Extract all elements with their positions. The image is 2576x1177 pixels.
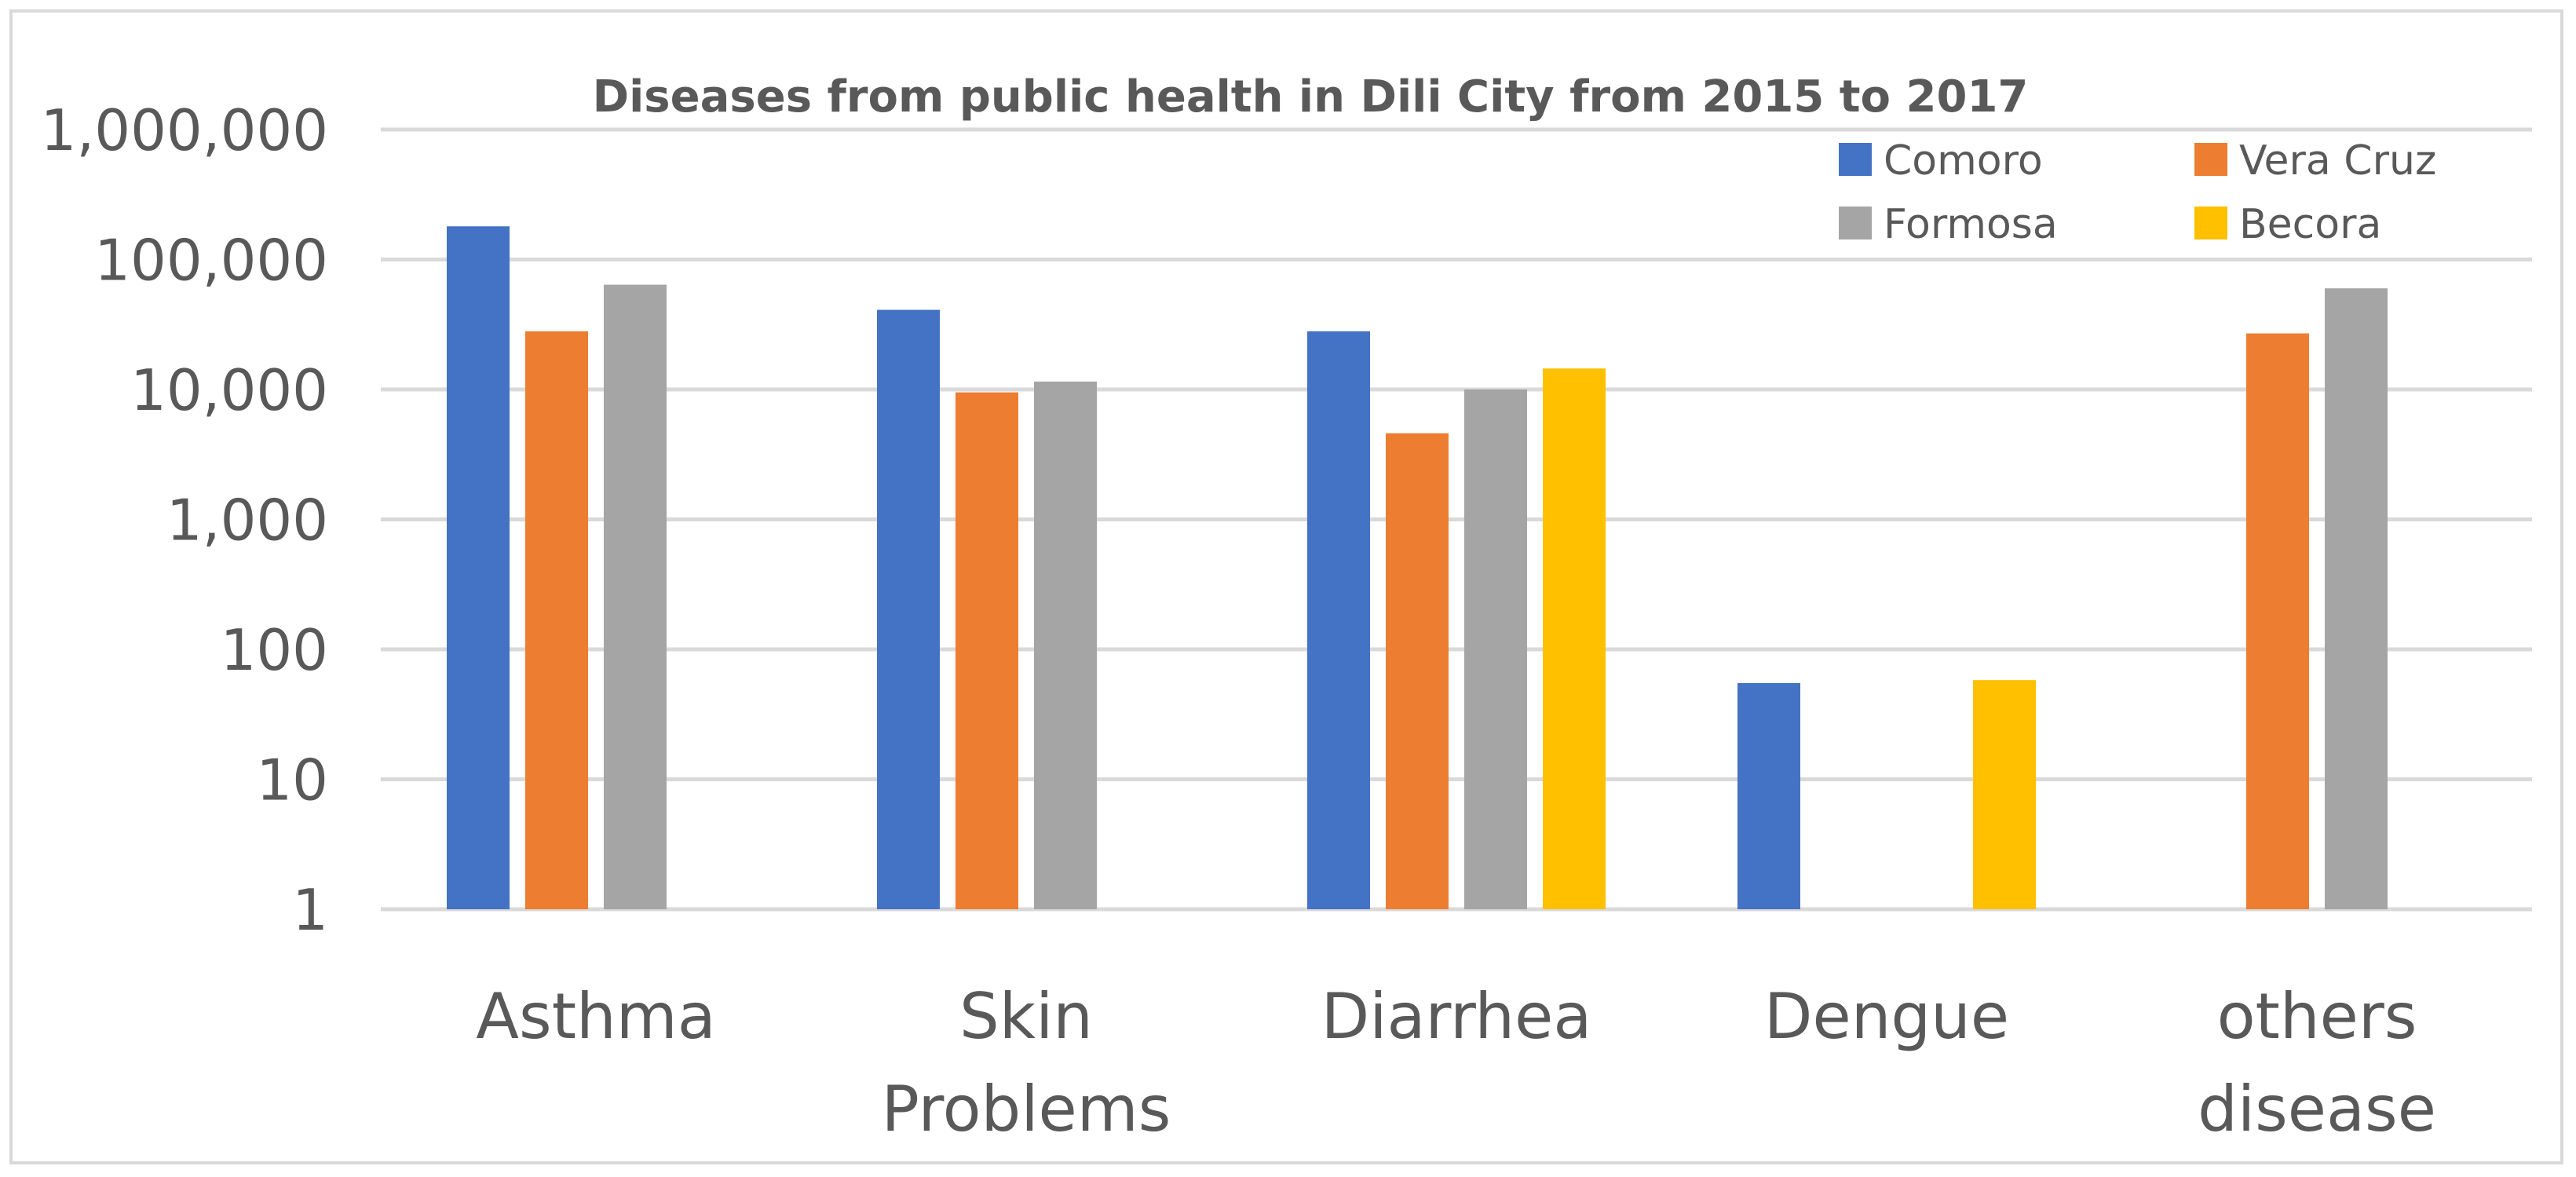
legend-swatch — [2194, 143, 2227, 176]
gridlines — [381, 127, 2532, 912]
bar-becora — [1543, 368, 1606, 910]
y-tick-label: 100 — [221, 617, 328, 683]
legend-item-formosa: Formosa — [1839, 201, 2058, 248]
bar-formosa — [604, 284, 667, 909]
bar-comoro — [1307, 331, 1370, 909]
bar-formosa — [2325, 288, 2388, 910]
y-tick-label: 10 — [256, 748, 328, 813]
bar-comoro — [447, 226, 510, 909]
bars — [447, 226, 2388, 910]
y-tick-label: 1,000,000 — [41, 97, 328, 163]
x-tick-label: Diarrhea — [1321, 980, 1592, 1053]
chart-title: Diseases from public health in Dili City… — [593, 71, 2029, 122]
legend-swatch — [1839, 143, 1872, 176]
x-tick-label: others — [2217, 980, 2417, 1053]
legend-item-comoro: Comoro — [1839, 137, 2043, 185]
legend-item-vera-cruz: Vera Cruz — [2194, 137, 2436, 185]
bar-vera-cruz — [525, 331, 588, 909]
legend-swatch — [2194, 207, 2227, 239]
chart-frame — [9, 9, 2563, 1164]
legend-label: Formosa — [1884, 201, 2058, 248]
bar-formosa — [1464, 389, 1527, 909]
bar-vera-cruz — [2246, 333, 2309, 910]
x-tick-label: Asthma — [476, 980, 715, 1053]
bar-becora — [1973, 680, 2036, 909]
legend-label: Comoro — [1884, 137, 2043, 185]
bar-comoro — [877, 309, 940, 910]
legend-label: Vera Cruz — [2239, 137, 2436, 185]
bar-vera-cruz — [1386, 433, 1449, 909]
x-tick-label: disease — [2198, 1073, 2436, 1146]
bar-comoro — [1737, 682, 1800, 909]
bar-vera-cruz — [955, 392, 1018, 909]
y-tick-label: 1,000 — [166, 488, 328, 554]
y-tick-label: 1 — [292, 877, 328, 943]
x-axis-tick-labels: Asthma Skin Problems Diarrhea Dengue others di… — [476, 980, 2436, 1146]
legend-swatch — [1839, 207, 1872, 239]
y-tick-label: 10,000 — [130, 357, 328, 423]
legend-item-becora: Becora — [2194, 201, 2381, 248]
x-tick-label: Dengue — [1764, 980, 2009, 1053]
x-tick-label: Skin — [959, 980, 1093, 1053]
legend-label: Becora — [2239, 201, 2381, 248]
y-axis-tick-labels: 1 10 100 1,000 10,000 100,000 1,000,000 — [41, 97, 328, 943]
bar-formosa — [1034, 381, 1097, 910]
x-tick-label: Problems — [882, 1073, 1171, 1146]
legend: Comoro Vera Cruz Formosa Becora — [1839, 137, 2436, 248]
y-tick-label: 100,000 — [94, 228, 328, 294]
